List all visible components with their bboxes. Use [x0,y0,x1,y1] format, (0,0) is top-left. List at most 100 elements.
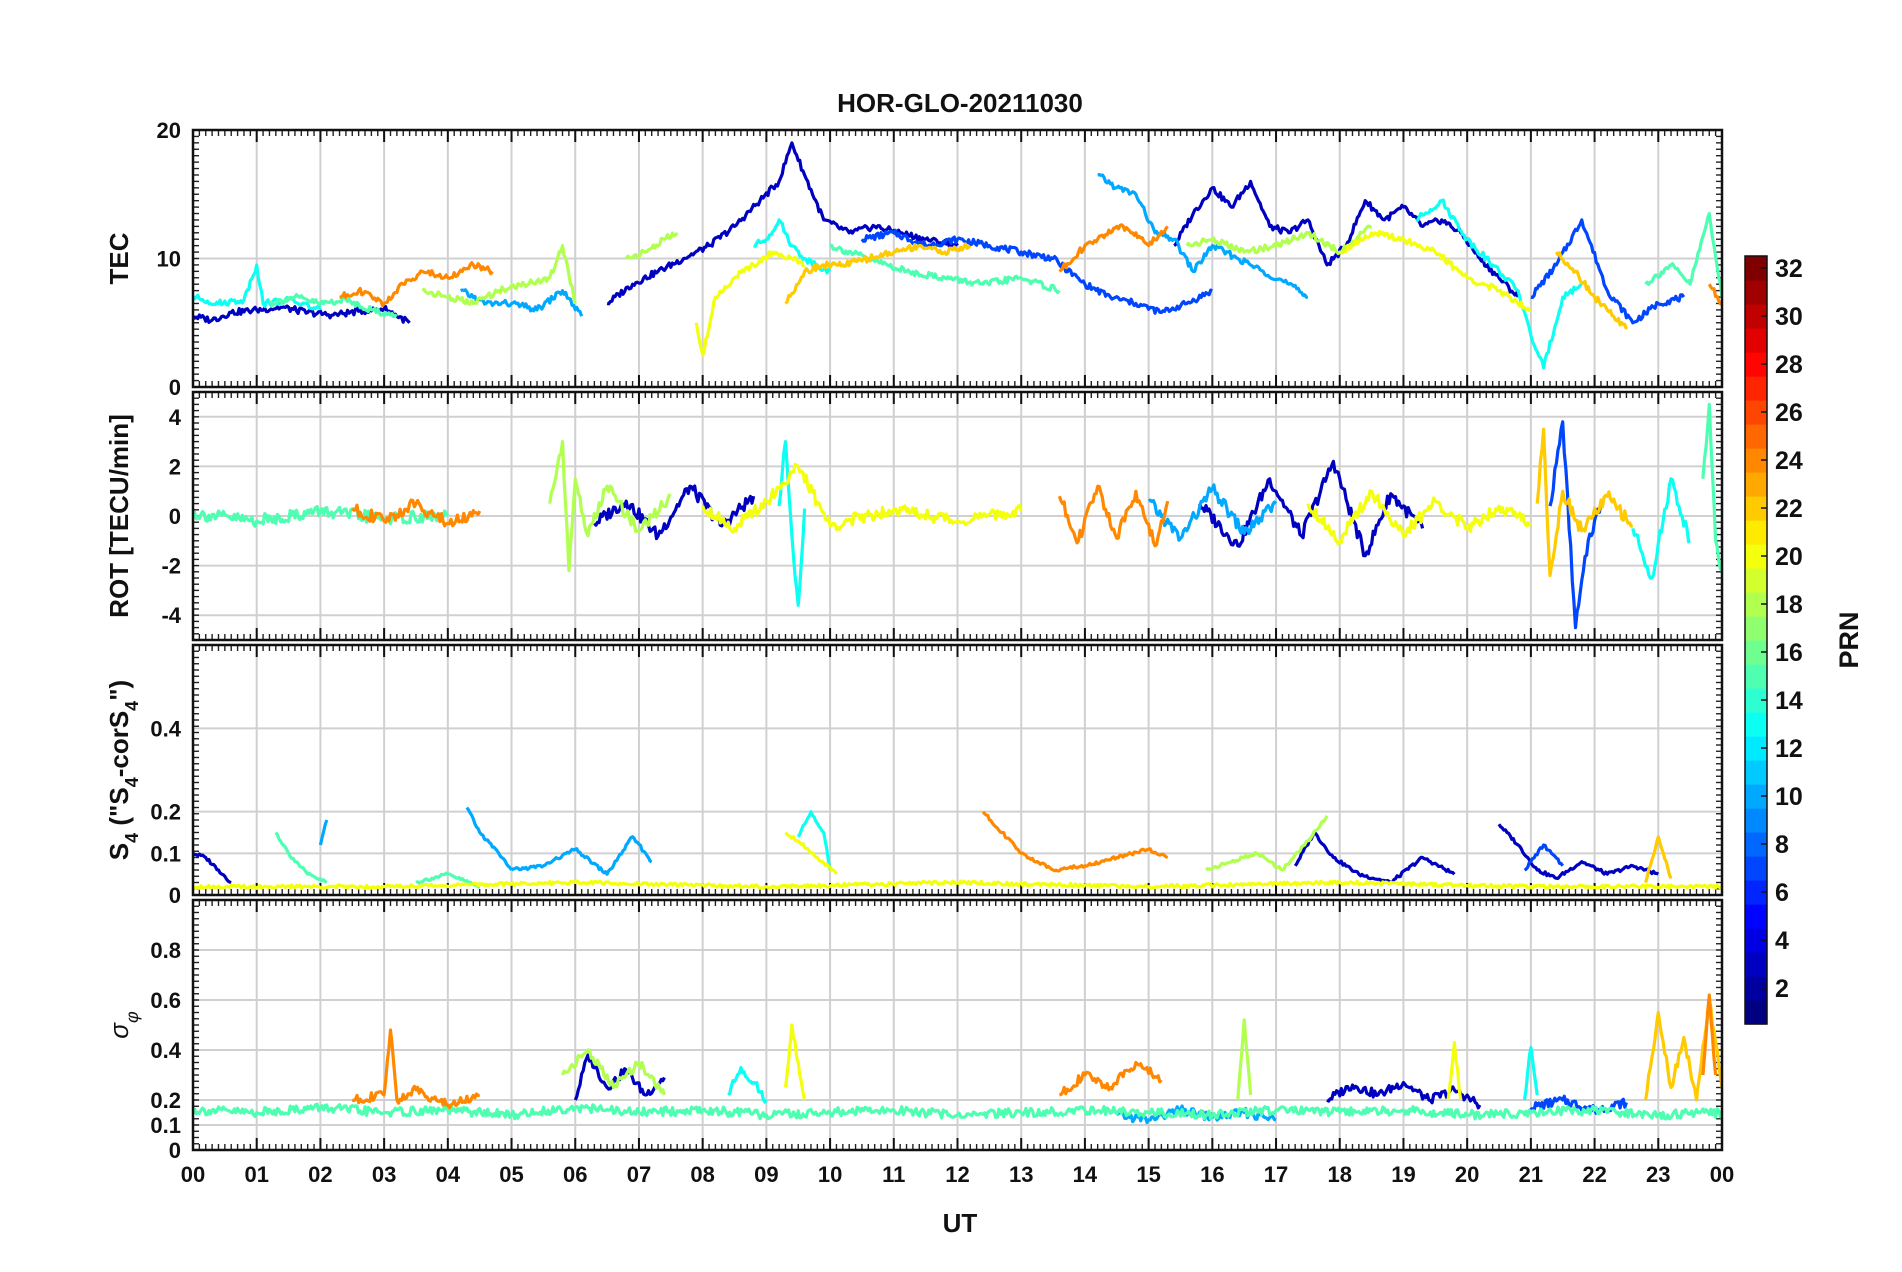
y-tick-label: 0.1 [150,1113,181,1138]
series-prn-13-rot-3 [777,440,807,607]
x-tick-label: 13 [1009,1162,1033,1187]
x-tick-label: 09 [754,1162,778,1187]
series-prn-13-sigma-6 [727,1065,768,1104]
colorbar-swatch [1745,784,1767,809]
series-prn-10-tec-1 [1097,173,1308,299]
series-prn-24-rot-3 [351,498,482,528]
colorbar-tick-label: 8 [1775,831,1789,859]
x-tick-label: 21 [1519,1162,1543,1187]
series-layer-tec [193,141,1722,370]
y-tick-label: 0.2 [150,800,181,825]
series-prn-3-s4-5 [193,852,232,885]
colorbar-swatch [1745,952,1767,977]
colorbar-swatch [1745,376,1767,401]
y-tick-label: 2 [169,454,181,479]
y-tick-label: 10 [157,247,181,272]
series-prn-13-sigma-7 [1522,1045,1539,1101]
x-tick-label: 04 [436,1162,461,1187]
series-prn-7-rot-2 [1548,420,1603,630]
colorbar-swatch [1745,520,1767,545]
series-prn-13-rot-4 [1631,477,1691,580]
series-prn-20-rot-2 [701,462,1023,534]
colorbar-tick-label: 26 [1775,399,1803,427]
y-tick-label: 0 [169,883,181,908]
series-prn-22-tec-0 [784,242,972,305]
x-tick-label: 16 [1200,1162,1224,1187]
x-tick-label: 12 [945,1162,969,1187]
series-prn-24-tec-0 [339,261,494,308]
chart-title: HOR-GLO-20211030 [837,88,1083,118]
y-axis-label-sigma: σφ [104,1011,142,1039]
colorbar-swatch [1745,352,1767,377]
y-tick-label: 0 [169,1138,181,1163]
series-prn-15-tec-0 [268,293,398,318]
series-prn-20-s4-5 [193,879,1722,890]
x-tick-label: 15 [1136,1162,1160,1187]
series-prn-22-rot-2 [1535,427,1633,578]
y-tick-label: -4 [161,603,181,628]
y-tick-label: 4 [169,405,182,430]
x-tick-label: 07 [627,1162,651,1187]
series-prn-3-tec-1 [606,141,959,306]
colorbar-tick-label: 18 [1775,591,1803,619]
colorbar-tick-label: 24 [1775,447,1803,475]
panel-s4: 0 0.1 0.2 0.4 S4 ("S4-corS4") [104,643,1724,908]
series-prn-15-rot-3 [193,505,450,528]
series-prn-15-rot-4 [1701,402,1722,572]
colorbar-swatch [1745,568,1767,593]
colorbar-swatch [1745,664,1767,689]
colorbar-swatch [1745,928,1767,953]
panel-tec: 0 10 20 TEC [104,118,1724,400]
colorbar-swatch [1745,424,1767,449]
x-tick-label: 06 [563,1162,587,1187]
y-tick-label: 0 [169,375,181,400]
y-tick-label: -2 [161,554,181,579]
x-tick-label: 10 [818,1162,842,1187]
series-prn-20-sigma-6 [783,1023,807,1101]
colorbar-tick-label: 4 [1775,927,1789,955]
series-prn-20-tec-1 [1339,229,1532,312]
x-tick-label: 22 [1582,1162,1606,1187]
x-axis-label: UT [943,1208,978,1238]
colorbar-tick-label: 14 [1775,687,1803,715]
colorbar-tick-label: 12 [1775,735,1803,763]
y-axis-label-s4: S4 ("S4-corS4") [104,680,142,860]
colorbar-swatch [1745,808,1767,833]
series-prn-15-tec-2 [1644,211,1722,298]
series-prn-18-rot-3 [548,440,672,573]
colorbar-tick-label: 16 [1775,639,1803,667]
x-tick-label: 11 [882,1162,905,1187]
y-tick-label: 0.8 [150,938,181,963]
panel-frame [191,898,1724,1152]
y-tick-label: 0.4 [150,716,181,741]
colorbar-swatch [1745,496,1767,521]
x-tick-label: 03 [372,1162,396,1187]
colorbar-swatch [1745,592,1767,617]
colorbar-tick-label: 2 [1775,975,1789,1003]
y-axis-label-rot: ROT [TECU/min] [104,414,134,618]
series-prn-15-s4-6 [415,871,480,889]
colorbar-swatch [1745,472,1767,497]
series-prn-24-s4-5 [981,810,1169,873]
series-prn-24-sigma-8 [1701,993,1718,1076]
series-prn-18-s4-4 [1204,815,1329,872]
series-prn-18-tec-1 [624,231,679,260]
series-prn-10-s4-5 [510,835,653,876]
colorbar-swatch [1745,400,1767,425]
y-tick-label: 0 [169,504,181,529]
y-tick-label: 20 [157,118,181,143]
series-prn-24-tec-2 [1707,283,1722,306]
panel-frame [191,390,1724,642]
x-tick-label: 19 [1391,1162,1415,1187]
y-tick-label: 0.1 [150,841,181,866]
series-prn-24-sigma-7 [1058,1060,1163,1097]
colorbar-label: PRN [1834,611,1864,668]
colorbar-tick-label: 30 [1775,303,1803,331]
panel-rot: -4 -2 0 2 4 ROT [TECU/min] [104,390,1724,642]
series-prn-10-s4-4 [465,806,513,871]
colorbar-swatch [1745,328,1767,353]
colorbar-swatch [1745,904,1767,929]
series-prn-24-tec-1 [1058,223,1169,273]
